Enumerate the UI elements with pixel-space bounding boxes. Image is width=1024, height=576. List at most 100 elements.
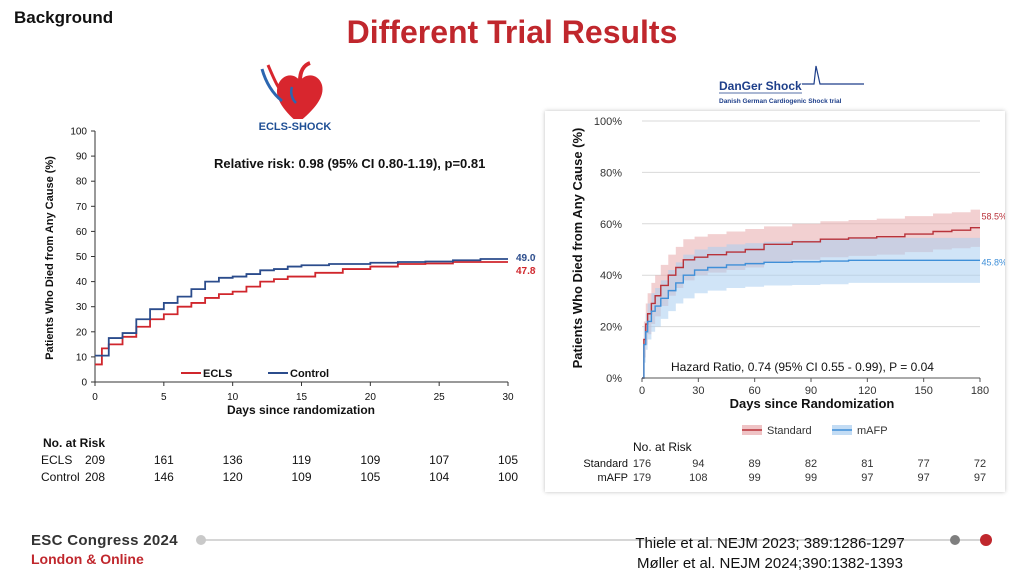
ecls-risk-title: No. at Risk	[43, 436, 106, 450]
ecls-risk-value: 146	[153, 470, 174, 484]
danger-risk-value: 89	[749, 458, 761, 470]
ecls-x-tick-label: 15	[296, 392, 308, 403]
danger-risk-value: 108	[689, 472, 707, 484]
ecls-risk-value: 104	[429, 470, 450, 484]
danger-x-axis-label: Days since Randomization	[730, 396, 895, 411]
ecls-shock-logo: ECLS-SHOCK	[252, 57, 338, 133]
ecls-series-ecls-line	[95, 261, 508, 366]
citation: Thiele et al. NEJM 2023; 389:1286-1297	[635, 535, 905, 552]
ecls-risk-value: 109	[360, 453, 381, 467]
ecls-logo-text: ECLS-SHOCK	[259, 121, 332, 133]
legend-label-ecls: ECLS	[203, 368, 232, 380]
ecls-y-tick-label: 70	[76, 202, 88, 213]
danger-chart-panel	[545, 111, 1005, 492]
danger-km-chart: 0% 20% 40% 60% 80% 100% 58.5% 45.8% 0 30 60 90 120 15…	[570, 116, 1005, 484]
danger-series-standard-end-label: 58.5%	[981, 212, 1005, 222]
ecls-km-chart: 0 10 20 30 40 50 60 70 80 90 100 0 5 10 15 20 25 30 47.8% E…	[44, 127, 536, 418]
ecls-risk-row-label: ECLS	[41, 453, 73, 467]
legend-label-control: Control	[290, 368, 329, 380]
danger-risk-value: 81	[861, 458, 873, 470]
ecls-risk-value: 209	[84, 453, 106, 467]
ecls-series-control-line	[95, 258, 508, 357]
danger-y-tick-label: 0%	[606, 373, 622, 385]
slide-title: Different Trial Results	[346, 14, 678, 50]
ecls-x-tick-label: 10	[227, 392, 239, 403]
danger-risk-value: 97	[974, 472, 986, 484]
ecls-risk-value: 107	[429, 453, 450, 467]
ecls-risk-value: 208	[84, 470, 106, 484]
ecls-risk-value: 109	[291, 470, 312, 484]
footer-dot-icon	[980, 534, 992, 546]
danger-x-tick-label: 0	[639, 385, 645, 397]
danger-y-axis-label: Patients Who Died from Any Cause (%)	[570, 128, 585, 369]
section-label: Background	[14, 8, 114, 27]
ecls-x-tick-label: 5	[161, 392, 167, 403]
ecls-risk-value: 161	[153, 453, 174, 467]
danger-logo-title: DanGer Shock	[719, 79, 802, 93]
danger-risk-value: 99	[805, 472, 817, 484]
ecls-risk-value: 120	[222, 470, 243, 484]
legend-label-mafp: mAFP	[857, 425, 888, 437]
conference-name: ESC Congress 2024	[31, 532, 178, 549]
legend-label-standard: Standard	[767, 425, 812, 437]
ecls-risk-value: 119	[291, 453, 312, 467]
danger-x-tick-label: 90	[805, 385, 817, 397]
footer-dot-icon	[950, 535, 960, 545]
danger-x-tick-label: 60	[749, 385, 761, 397]
ecls-risk-value: 136	[222, 453, 243, 467]
ecls-y-tick-label: 10	[76, 352, 88, 363]
danger-y-tick-label: 100%	[594, 116, 622, 128]
danger-risk-row-label: Standard	[583, 458, 628, 470]
danger-x-tick-label: 120	[858, 385, 876, 397]
ecls-y-tick-label: 40	[76, 277, 88, 288]
ecls-series-ecls-end-label: 47.8%	[516, 266, 536, 277]
danger-logo-subtitle: Danish German Cardiogenic Shock trial	[719, 98, 842, 105]
danger-series-standard-line	[642, 226, 980, 379]
ecls-risk-row-label: Control	[41, 470, 80, 484]
ecls-x-axis-label: Days since randomization	[227, 403, 375, 417]
danger-risk-value: 176	[633, 458, 651, 470]
ecls-x-tick-label: 30	[502, 392, 514, 403]
danger-y-tick-label: 20%	[600, 322, 622, 334]
ecls-y-tick-label: 80	[76, 177, 88, 188]
footer-dot-icon	[196, 535, 206, 545]
ecls-y-tick-label: 0	[81, 378, 87, 389]
danger-risk-row-label: mAFP	[597, 472, 628, 484]
danger-risk-value: 179	[633, 472, 651, 484]
ecls-y-tick-label: 20	[76, 327, 88, 338]
danger-x-tick-label: 180	[971, 385, 989, 397]
ecls-y-tick-label: 30	[76, 302, 88, 313]
ecls-y-tick-label: 90	[76, 152, 88, 163]
conference-location: London & Online	[31, 551, 144, 567]
ecls-y-tick-label: 50	[76, 252, 88, 263]
danger-x-tick-label: 150	[914, 385, 932, 397]
ecls-y-tick-label: 100	[70, 127, 87, 138]
danger-risk-title: No. at Risk	[633, 440, 693, 454]
danger-risk-value: 94	[692, 458, 704, 470]
danger-risk-value: 97	[918, 472, 930, 484]
danger-risk-value: 82	[805, 458, 817, 470]
ecls-x-tick-label: 0	[92, 392, 98, 403]
ecls-risk-value: 105	[360, 470, 381, 484]
heart-icon	[276, 75, 323, 123]
danger-y-tick-label: 80%	[600, 167, 622, 179]
ecls-x-tick-label: 25	[434, 392, 446, 403]
ecls-annotation: Relative risk: 0.98 (95% CI 0.80-1.19), …	[214, 156, 485, 171]
danger-risk-value: 72	[974, 458, 986, 470]
ecls-x-tick-label: 20	[365, 392, 377, 403]
danger-shock-logo: DanGer Shock Danish German Cardiogenic S…	[704, 60, 866, 108]
ecls-risk-value: 100	[497, 470, 519, 484]
danger-x-tick-label: 30	[692, 385, 704, 397]
danger-risk-value: 77	[918, 458, 930, 470]
ecls-y-axis-label: Patients Who Died from Any Cause (%)	[44, 156, 56, 360]
danger-risk-value: 97	[861, 472, 873, 484]
danger-annotation: Hazard Ratio, 0.74 (95% CI 0.55 - 0.99),…	[671, 360, 934, 374]
danger-y-tick-label: 60%	[600, 219, 622, 231]
ecls-risk-value: 105	[497, 453, 519, 467]
danger-risk-value: 99	[749, 472, 761, 484]
danger-y-tick-label: 40%	[600, 270, 622, 282]
danger-ci-band-mafp	[642, 237, 980, 378]
danger-series-mafp-end-label: 45.8%	[981, 257, 1005, 267]
danger-series-mafp-line	[642, 259, 980, 379]
footer-divider	[200, 539, 985, 541]
